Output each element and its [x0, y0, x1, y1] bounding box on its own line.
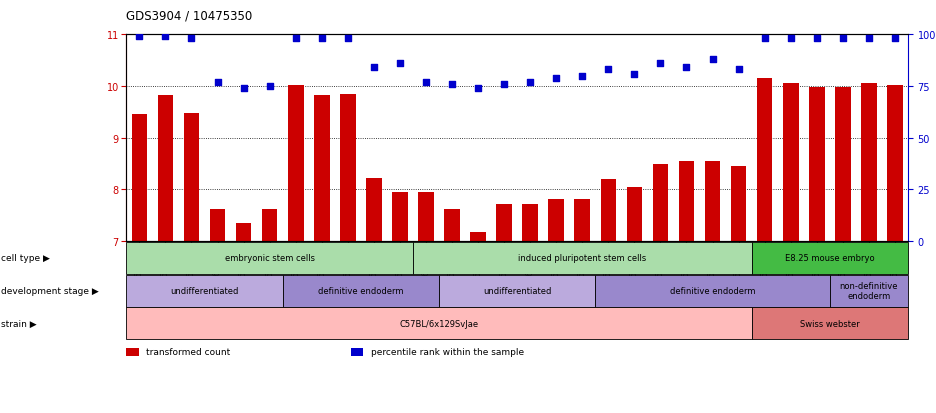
Text: undifferentiated: undifferentiated: [170, 287, 239, 295]
Text: transformed count: transformed count: [146, 347, 230, 356]
Text: cell type ▶: cell type ▶: [1, 254, 50, 263]
Text: embryonic stem cells: embryonic stem cells: [225, 254, 314, 263]
Point: [392, 61, 407, 67]
Bar: [262, 209, 277, 242]
Bar: [288, 86, 303, 242]
Bar: [210, 209, 226, 242]
Point: [497, 81, 512, 88]
Text: percentile rank within the sample: percentile rank within the sample: [371, 347, 524, 356]
Text: non-definitive
endoderm: non-definitive endoderm: [840, 281, 899, 301]
Bar: [887, 86, 902, 242]
Point: [783, 36, 798, 43]
Bar: [132, 115, 147, 242]
Point: [471, 85, 486, 92]
Text: Swiss webster: Swiss webster: [800, 319, 859, 328]
Bar: [835, 88, 851, 242]
Point: [810, 36, 825, 43]
Point: [210, 79, 225, 86]
Point: [341, 36, 356, 43]
Bar: [522, 204, 538, 242]
Bar: [157, 96, 173, 242]
Text: undifferentiated: undifferentiated: [483, 287, 551, 295]
Point: [861, 36, 876, 43]
Bar: [496, 204, 512, 242]
Point: [158, 34, 173, 40]
Text: GDS3904 / 10475350: GDS3904 / 10475350: [126, 10, 253, 23]
Point: [601, 67, 616, 74]
Bar: [418, 192, 433, 242]
Bar: [652, 164, 668, 242]
Bar: [183, 114, 199, 242]
Point: [731, 67, 746, 74]
Point: [236, 85, 251, 92]
Bar: [731, 167, 746, 242]
Point: [314, 36, 329, 43]
Bar: [236, 223, 252, 242]
Point: [132, 34, 147, 40]
Bar: [366, 178, 382, 242]
Point: [653, 61, 668, 67]
Point: [575, 73, 590, 80]
Text: development stage ▶: development stage ▶: [1, 287, 98, 295]
Bar: [809, 88, 825, 242]
Text: C57BL/6x129SvJae: C57BL/6x129SvJae: [400, 319, 478, 328]
Bar: [626, 188, 642, 242]
Bar: [470, 232, 486, 242]
Text: definitive endoderm: definitive endoderm: [670, 287, 755, 295]
Text: definitive endoderm: definitive endoderm: [318, 287, 403, 295]
Point: [835, 36, 850, 43]
Text: strain ▶: strain ▶: [1, 319, 37, 328]
Bar: [314, 96, 329, 242]
Bar: [392, 192, 408, 242]
Bar: [340, 95, 356, 242]
Point: [184, 36, 199, 43]
Point: [262, 83, 277, 90]
Text: E8.25 mouse embryo: E8.25 mouse embryo: [785, 254, 874, 263]
Bar: [861, 84, 877, 242]
Bar: [548, 199, 564, 242]
Bar: [705, 161, 721, 242]
Point: [418, 79, 433, 86]
Bar: [679, 161, 695, 242]
Point: [445, 81, 460, 88]
Point: [705, 57, 720, 63]
Bar: [601, 180, 616, 242]
Point: [757, 36, 772, 43]
Point: [366, 65, 381, 71]
Bar: [575, 199, 590, 242]
Bar: [782, 84, 798, 242]
Point: [887, 36, 902, 43]
Bar: [757, 79, 772, 242]
Point: [288, 36, 303, 43]
Bar: [445, 210, 460, 242]
Point: [548, 75, 563, 82]
Text: induced pluripotent stem cells: induced pluripotent stem cells: [519, 254, 647, 263]
Point: [679, 65, 694, 71]
Point: [627, 71, 642, 78]
Point: [522, 79, 537, 86]
